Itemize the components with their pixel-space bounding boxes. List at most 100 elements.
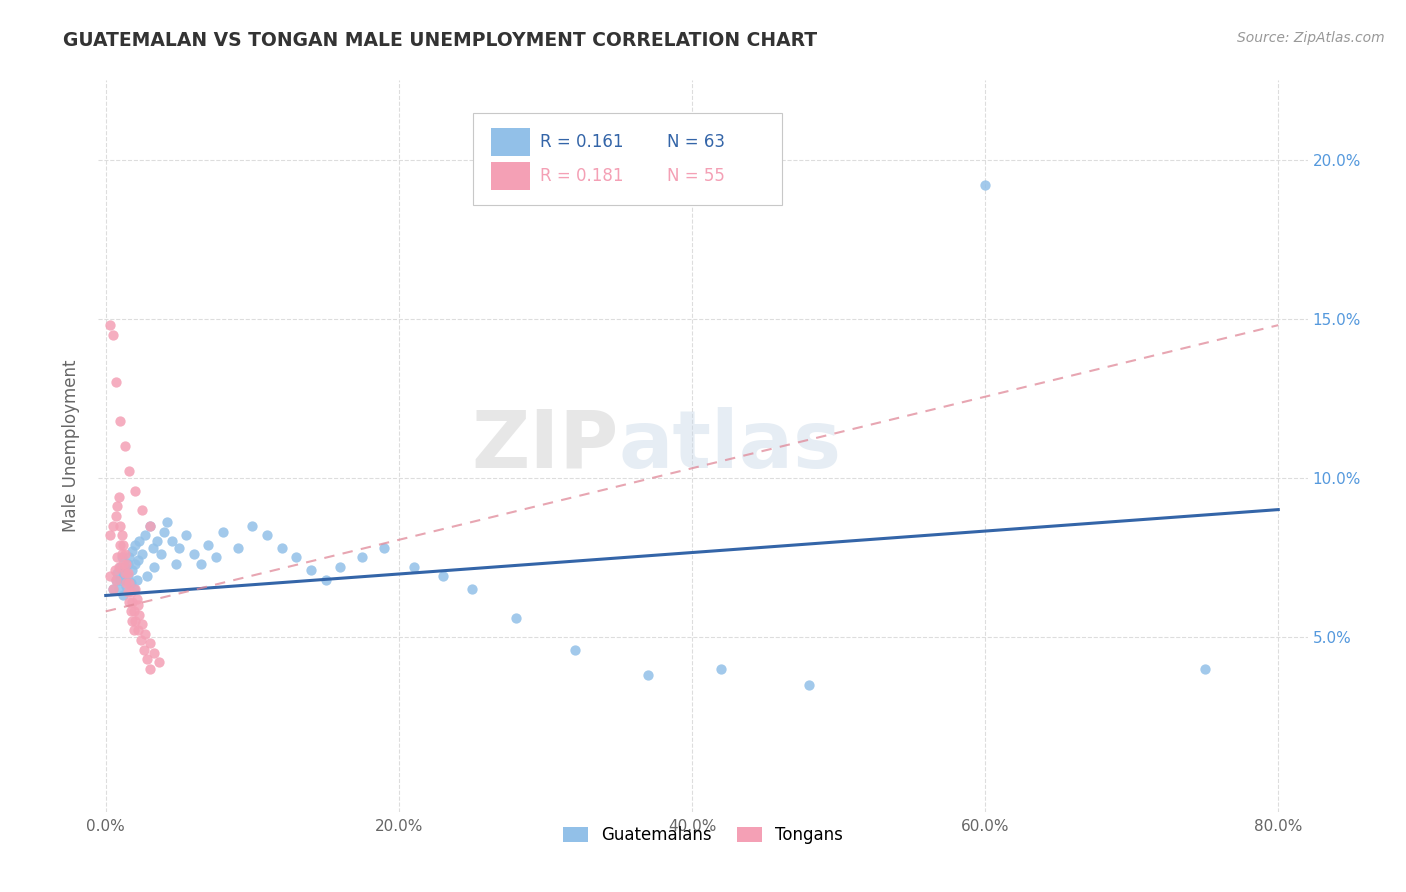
Point xyxy=(160,534,183,549)
Point xyxy=(115,575,138,590)
Point xyxy=(115,579,138,593)
Point xyxy=(146,534,169,549)
Point xyxy=(1194,662,1216,676)
Point xyxy=(105,376,128,390)
Point xyxy=(111,550,134,565)
Text: GUATEMALAN VS TONGAN MALE UNEMPLOYMENT CORRELATION CHART: GUATEMALAN VS TONGAN MALE UNEMPLOYMENT C… xyxy=(63,31,817,50)
Point xyxy=(101,582,124,596)
Point xyxy=(127,624,149,638)
Point xyxy=(120,604,142,618)
Point xyxy=(110,573,132,587)
Point xyxy=(98,318,121,333)
Point xyxy=(118,550,141,565)
Point xyxy=(125,573,148,587)
Point xyxy=(799,677,821,691)
Point xyxy=(114,566,136,581)
Point xyxy=(122,582,145,596)
Point xyxy=(98,569,121,583)
Point xyxy=(110,413,132,427)
Point xyxy=(138,518,160,533)
Point xyxy=(105,508,128,523)
Point xyxy=(101,327,124,342)
Point xyxy=(127,553,149,567)
Point xyxy=(143,646,166,660)
Y-axis label: Male Unemployment: Male Unemployment xyxy=(62,359,80,533)
Point xyxy=(121,563,143,577)
Point xyxy=(167,541,190,555)
Point xyxy=(256,528,278,542)
Point xyxy=(710,662,733,676)
Point xyxy=(121,614,143,628)
Point xyxy=(117,557,139,571)
Text: N = 63: N = 63 xyxy=(666,133,724,151)
Point xyxy=(329,559,352,574)
Point xyxy=(124,582,146,596)
Point xyxy=(112,557,135,571)
Point xyxy=(128,607,150,622)
Point xyxy=(125,591,148,606)
Point xyxy=(114,439,136,453)
Point xyxy=(122,604,145,618)
Point xyxy=(108,490,131,504)
Point xyxy=(110,538,132,552)
Point xyxy=(112,566,135,581)
Text: Source: ZipAtlas.com: Source: ZipAtlas.com xyxy=(1237,31,1385,45)
Point xyxy=(505,611,527,625)
Text: N = 55: N = 55 xyxy=(666,167,724,186)
Point xyxy=(107,550,129,565)
Point xyxy=(108,582,131,596)
Point xyxy=(127,598,149,612)
Point xyxy=(131,502,153,516)
Point xyxy=(114,559,136,574)
Point xyxy=(105,573,128,587)
Point xyxy=(112,538,135,552)
Point xyxy=(114,573,136,587)
Point xyxy=(107,566,129,581)
Point xyxy=(190,557,212,571)
Point xyxy=(121,544,143,558)
Point xyxy=(103,563,125,577)
Point xyxy=(156,516,179,530)
Point xyxy=(315,573,337,587)
Point xyxy=(105,573,128,587)
Point xyxy=(118,575,141,590)
Point xyxy=(226,541,249,555)
Point xyxy=(101,582,124,596)
Point xyxy=(212,524,235,539)
Point xyxy=(270,541,292,555)
Point xyxy=(118,465,141,479)
Bar xyxy=(492,128,530,155)
Text: atlas: atlas xyxy=(619,407,841,485)
Bar xyxy=(492,162,530,190)
Text: R = 0.181: R = 0.181 xyxy=(540,167,623,186)
Point xyxy=(124,483,146,498)
Point xyxy=(124,538,146,552)
Point xyxy=(117,585,139,599)
Point xyxy=(142,541,165,555)
Point xyxy=(373,541,395,555)
Point xyxy=(129,632,152,647)
Point xyxy=(107,500,129,514)
Point xyxy=(128,534,150,549)
Point xyxy=(402,559,425,574)
Point xyxy=(153,524,176,539)
Point xyxy=(183,547,205,561)
Point xyxy=(124,557,146,571)
Point xyxy=(122,624,145,638)
Point xyxy=(285,550,308,565)
Point xyxy=(637,668,659,682)
Point xyxy=(131,617,153,632)
Point xyxy=(114,547,136,561)
Point xyxy=(98,528,121,542)
Point xyxy=(120,585,142,599)
Point xyxy=(120,575,142,590)
Point xyxy=(974,178,997,193)
Point xyxy=(118,595,141,609)
Point xyxy=(240,518,263,533)
Point xyxy=(110,518,132,533)
Point xyxy=(110,559,132,574)
Point xyxy=(432,569,454,583)
Point xyxy=(148,655,170,669)
Point xyxy=(117,569,139,583)
Point xyxy=(138,518,160,533)
